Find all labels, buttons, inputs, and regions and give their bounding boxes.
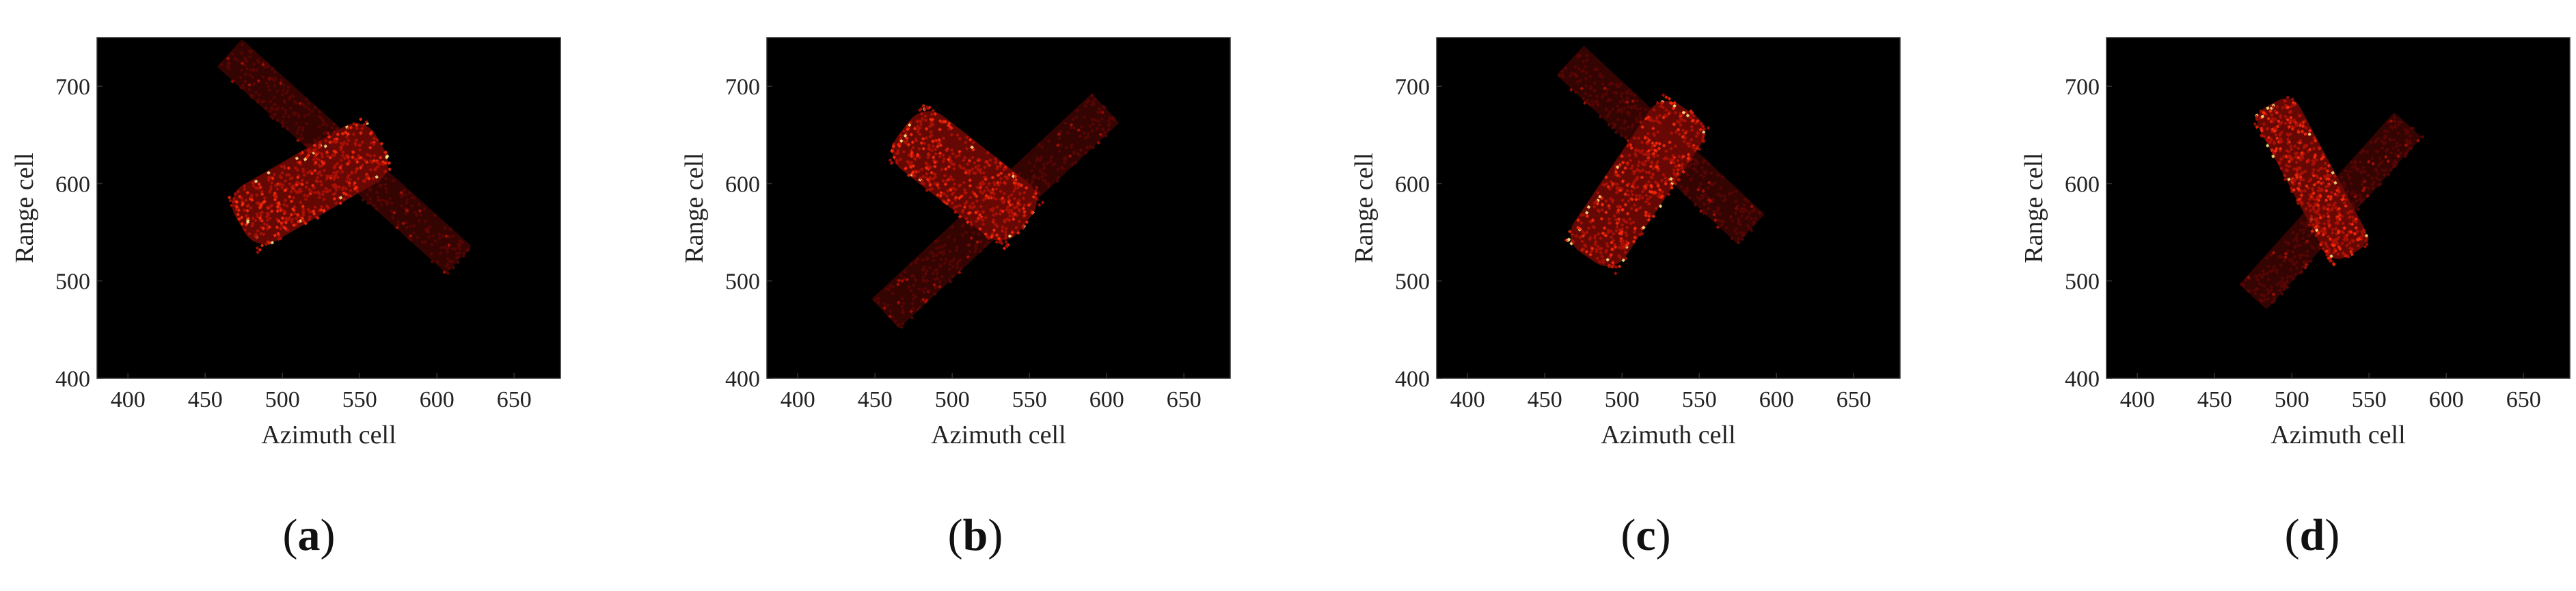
x-tick-label: 650: [497, 387, 532, 412]
x-tick-label: 550: [342, 387, 377, 412]
target-image: [872, 93, 1119, 330]
y-tick-label: 700: [2065, 75, 2100, 100]
y-axis-label: Range cell: [10, 153, 39, 263]
x-tick-label: 400: [1450, 387, 1485, 412]
target-image: [217, 40, 471, 276]
panel-d-chart: 400 450 500 550 600 650 400 500 600 700 Azimuth ce…: [2020, 37, 2571, 449]
axes-frame: [1436, 37, 1901, 379]
y-tick-label: 500: [55, 270, 90, 295]
x-tick-label: 500: [935, 387, 970, 412]
panel-b-caption: (b): [947, 510, 1003, 560]
x-tick-label: 450: [2197, 387, 2232, 412]
y-tick-label: 700: [1395, 75, 1430, 100]
x-tick-label: 550: [2352, 387, 2387, 412]
plot-background: [1437, 38, 1900, 378]
panel-a-chart: 400 450 500 550 600 650 400 500 600 700 Azimuth ce…: [10, 37, 561, 449]
x-tick-label: 600: [420, 387, 455, 412]
x-axis-label: Azimuth cell: [2270, 421, 2405, 449]
y-tick-label: 400: [55, 367, 90, 392]
x-axis-label: Azimuth cell: [261, 421, 396, 449]
y-tick-label: 500: [2065, 270, 2100, 295]
axes-frame: [96, 37, 561, 379]
y-tick-label: 600: [725, 172, 760, 197]
y-tick-label: 500: [1395, 270, 1430, 295]
x-tick-label: 500: [1605, 387, 1640, 412]
panel-c-chart: 400 450 500 550 600 650 400 500 600 700 Azimuth ce…: [1350, 37, 1901, 449]
y-tick-label: 400: [725, 367, 760, 392]
x-tick-label: 650: [1167, 387, 1202, 412]
x-tick-label: 500: [265, 387, 300, 412]
satellite-body: [227, 117, 392, 254]
x-tick-label: 500: [2275, 387, 2309, 412]
satellite-body: [1564, 93, 1711, 276]
x-tick-label: 450: [858, 387, 893, 412]
axes-frame: [766, 37, 1231, 379]
x-tick-label: 600: [1759, 387, 1794, 412]
x-tick-label: 550: [1682, 387, 1717, 412]
panel-a-caption: (a): [282, 510, 336, 560]
x-tick-label: 550: [1012, 387, 1047, 412]
y-axis-label: Range cell: [1350, 153, 1379, 263]
y-tick-label: 400: [2065, 367, 2100, 392]
axes-frame: [2106, 37, 2571, 379]
x-tick-label: 600: [2429, 387, 2464, 412]
x-tick-label: 450: [188, 387, 223, 412]
y-axis-label: Range cell: [2020, 153, 2048, 263]
y-tick-label: 500: [725, 270, 760, 295]
x-axis-label: Azimuth cell: [1601, 421, 1735, 449]
y-tick-label: 400: [1395, 367, 1430, 392]
y-tick-label: 600: [1395, 172, 1430, 197]
satellite-body: [888, 103, 1045, 250]
x-tick-label: 650: [2506, 387, 2541, 412]
x-tick-label: 400: [111, 387, 146, 412]
x-tick-label: 650: [1836, 387, 1871, 412]
y-tick-label: 600: [55, 172, 90, 197]
panel-b-chart: 400 450 500 550 600 650 400 500 600 700 Azimuth ce…: [680, 37, 1231, 449]
x-tick-label: 400: [2120, 387, 2155, 412]
x-tick-label: 450: [1528, 387, 1562, 412]
x-tick-label: 600: [1089, 387, 1124, 412]
panel-c-caption: (c): [1621, 510, 1671, 560]
x-tick-label: 400: [781, 387, 815, 412]
target-image: [1557, 46, 1765, 276]
y-axis-label: Range cell: [680, 153, 709, 263]
x-axis-label: Azimuth cell: [931, 421, 1066, 449]
satellite-body: [2253, 95, 2369, 267]
panel-d-caption: (d): [2284, 510, 2340, 560]
y-tick-label: 600: [2065, 172, 2100, 197]
y-tick-label: 700: [55, 75, 90, 100]
y-tick-label: 700: [725, 75, 760, 100]
target-image: [2239, 95, 2425, 309]
